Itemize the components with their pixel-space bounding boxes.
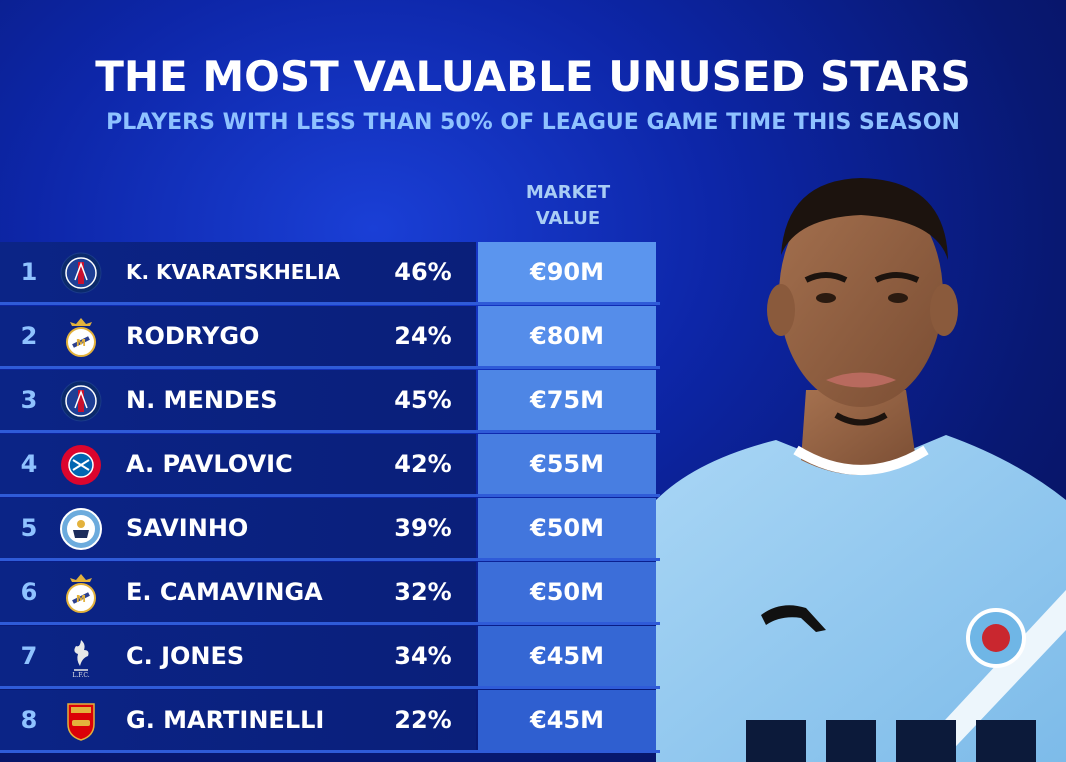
- market-value-header-line1: MARKET: [525, 182, 611, 203]
- real-madrid-crest-icon: M: [66, 574, 96, 613]
- game-time-percent: 34%: [394, 642, 452, 670]
- market-value: €45M: [530, 706, 604, 734]
- market-value-header: MARKET VALUE: [478, 180, 658, 232]
- game-time-percent: 46%: [394, 258, 452, 286]
- table-row: 2 M RODRYGO 24% €80M: [0, 306, 660, 369]
- market-value-cell: €90M: [478, 242, 656, 302]
- player-name: K. KVARATSKHELIA: [126, 260, 341, 284]
- game-time-percent: 22%: [394, 706, 452, 734]
- table-row: 5 SAVINHO 39% €50M: [0, 498, 660, 561]
- player-name: RODRYGO: [126, 322, 260, 350]
- player-name: SAVINHO: [126, 514, 249, 542]
- market-value-cell: €45M: [478, 626, 656, 686]
- chart-title: THE MOST VALUABLE UNUSED STARS: [95, 52, 971, 101]
- chart-subtitle: PLAYERS WITH LESS THAN 50% OF LEAGUE GAM…: [106, 110, 960, 135]
- market-value-cell: €45M: [478, 690, 656, 750]
- liverpool-crest-icon: L.F.C.: [72, 640, 90, 678]
- table-row: 3 N. MENDES 45% €75M: [0, 370, 660, 433]
- psg-crest-icon: [60, 252, 102, 294]
- player-name: C. JONES: [126, 642, 245, 670]
- market-value-header-line2: VALUE: [535, 208, 601, 229]
- player-name: E. CAMAVINGA: [126, 578, 323, 606]
- market-value: €80M: [530, 322, 604, 350]
- row-left-cell: 7 L.F.C. C. JONES 34%: [0, 626, 476, 686]
- rank-label: 3: [20, 386, 38, 414]
- market-value-cell: €55M: [478, 434, 656, 494]
- player-name: N. MENDES: [126, 386, 278, 414]
- table-row: 4 A. PAVLOVIC 42% €55M: [0, 434, 660, 497]
- game-time-percent: 42%: [394, 450, 452, 478]
- svg-text:L.F.C.: L.F.C.: [72, 672, 89, 678]
- rank-label: 8: [20, 706, 38, 734]
- market-value-cell: €80M: [478, 306, 656, 366]
- bayern-crest-icon: [61, 445, 101, 485]
- market-value-cell: €75M: [478, 370, 656, 430]
- row-left-cell: 2 M RODRYGO 24%: [0, 306, 476, 366]
- market-value: €45M: [530, 642, 604, 670]
- game-time-percent: 39%: [394, 514, 452, 542]
- player-name: G. MARTINELLI: [126, 706, 325, 734]
- row-left-cell: 4 A. PAVLOVIC 42%: [0, 434, 476, 494]
- market-value: €50M: [530, 578, 604, 606]
- rank-label: 7: [20, 642, 38, 670]
- svg-text:M: M: [76, 594, 86, 605]
- rank-label: 5: [20, 514, 38, 542]
- table-row: 1 K. KVARATSKHELIA 46% €90M: [0, 242, 660, 305]
- table-row: 8 G. MARTINELLI 22% €45M: [0, 690, 660, 753]
- psg-crest-icon: [60, 380, 102, 422]
- player-photo: [656, 178, 1066, 762]
- player-name: A. PAVLOVIC: [126, 450, 293, 478]
- row-left-cell: 8 G. MARTINELLI 22%: [0, 690, 476, 750]
- rank-label: 2: [20, 322, 38, 350]
- game-time-percent: 32%: [394, 578, 452, 606]
- arsenal-crest-icon: [67, 703, 95, 741]
- row-left-cell: 5 SAVINHO 39%: [0, 498, 476, 558]
- rank-label: 6: [20, 578, 38, 606]
- row-left-cell: 1 K. KVARATSKHELIA 46%: [0, 242, 476, 302]
- game-time-percent: 24%: [394, 322, 452, 350]
- table-row: 6 M E. CAMAVINGA 32% €50M: [0, 562, 660, 625]
- rank-label: 4: [20, 450, 38, 478]
- game-time-percent: 45%: [394, 386, 452, 414]
- rank-label: 1: [20, 258, 38, 286]
- market-value-cell: €50M: [478, 562, 656, 622]
- market-value: €55M: [530, 450, 604, 478]
- table-row: 7 L.F.C. C. JONES 34% €45M: [0, 626, 660, 689]
- row-left-cell: 6 M E. CAMAVINGA 32%: [0, 562, 476, 622]
- market-value: €50M: [530, 514, 604, 542]
- real-madrid-crest-icon: M: [66, 318, 96, 357]
- market-value: €75M: [530, 386, 604, 414]
- man-city-crest-icon: [60, 508, 102, 550]
- row-left-cell: 3 N. MENDES 45%: [0, 370, 476, 430]
- market-value-cell: €50M: [478, 498, 656, 558]
- svg-text:M: M: [76, 338, 86, 349]
- market-value: €90M: [530, 258, 604, 286]
